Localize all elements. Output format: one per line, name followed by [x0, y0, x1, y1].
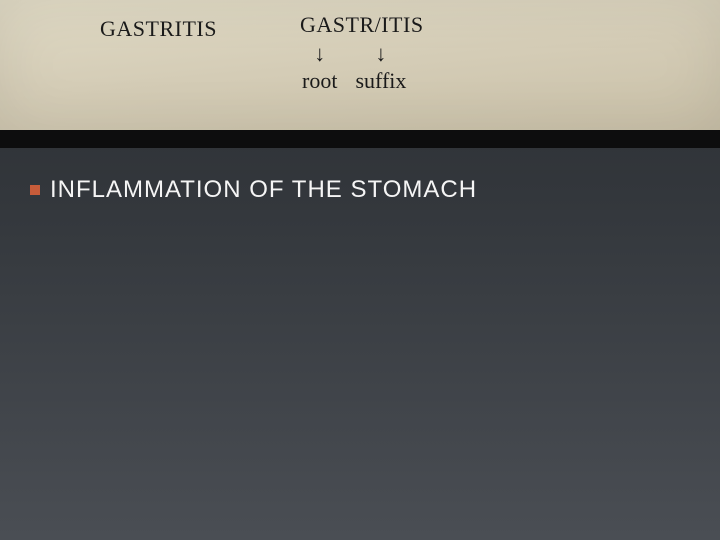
definition-row: INFLAMMATION OF THE STOMACH: [30, 176, 690, 204]
term-split-text: GASTR/ITIS: [300, 12, 424, 37]
term-full: GASTRITIS: [100, 16, 217, 42]
etymology-panel: GASTRITIS GASTR/ITIS ↓ root ↓ suffix: [0, 0, 720, 130]
suffix-label: suffix: [355, 68, 406, 94]
term-split: GASTR/ITIS: [300, 12, 424, 38]
arrow-down-icon: ↓: [375, 42, 386, 66]
breakdown-suffix: ↓ suffix: [355, 42, 406, 94]
breakdown-row: ↓ root ↓ suffix: [302, 42, 406, 94]
divider-bar: [0, 130, 720, 148]
term-full-text: GASTRITIS: [100, 16, 217, 41]
arrow-down-icon: ↓: [314, 42, 325, 66]
definition-area: INFLAMMATION OF THE STOMACH: [0, 148, 720, 232]
square-bullet-icon: [30, 185, 40, 195]
breakdown-root: ↓ root: [302, 42, 337, 94]
definition-text: INFLAMMATION OF THE STOMACH: [50, 176, 477, 204]
root-label: root: [302, 68, 337, 94]
